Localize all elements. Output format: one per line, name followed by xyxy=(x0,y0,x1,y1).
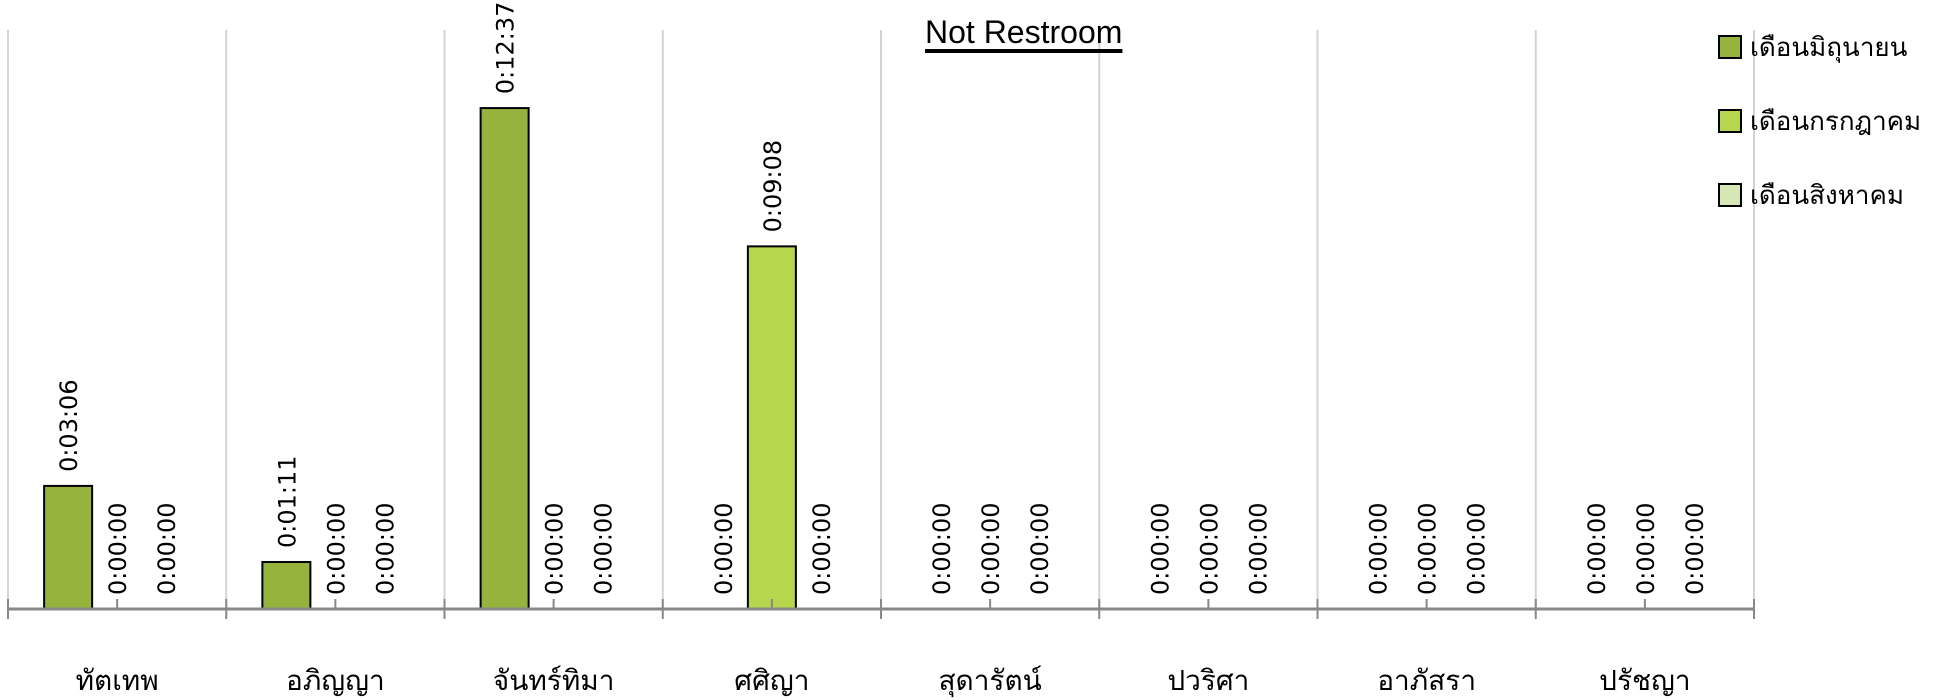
data-label: 0:12:37 xyxy=(492,2,520,95)
bar xyxy=(746,245,797,610)
bar xyxy=(261,561,312,611)
category-label: จันทร์ทิมา xyxy=(493,664,615,697)
data-label: 0:00:00 xyxy=(1195,502,1223,595)
data-label: 0:03:06 xyxy=(55,379,83,472)
category-label: อาภัสรา xyxy=(1377,664,1476,697)
data-label: 0:00:00 xyxy=(710,502,738,595)
data-label: 0:00:00 xyxy=(1583,502,1611,595)
data-label: 0:00:00 xyxy=(1365,502,1393,595)
legend-item-july: เดือนกรกฎาคม xyxy=(1718,84,1921,158)
data-label: 0:09:08 xyxy=(759,140,787,233)
data-label: 0:00:00 xyxy=(1026,502,1054,595)
data-label: 0:00:00 xyxy=(1632,502,1660,595)
chart-legend: เดือนมิถุนายน เดือนกรกฎาคม เดือนสิงหาคม xyxy=(1718,10,1921,232)
data-label: 0:00:00 xyxy=(153,502,181,595)
category-label: ปรัชญา xyxy=(1599,664,1690,697)
data-label: 0:00:00 xyxy=(808,502,836,595)
legend-swatch-june xyxy=(1718,35,1742,59)
data-label: 0:00:00 xyxy=(1681,502,1709,595)
data-label: 0:00:00 xyxy=(928,502,956,595)
data-label: 0:00:00 xyxy=(371,502,399,595)
category-label: ปวริศา xyxy=(1167,664,1249,697)
data-label: 0:00:00 xyxy=(322,502,350,595)
data-label: 0:01:11 xyxy=(273,455,301,548)
legend-label: เดือนสิงหาคม xyxy=(1750,180,1904,211)
data-label: 0:00:00 xyxy=(977,502,1005,595)
legend-label: เดือนมิถุนายน xyxy=(1750,32,1908,63)
data-label: 0:00:00 xyxy=(1244,502,1272,595)
data-label: 0:00:00 xyxy=(541,502,569,595)
category-label: อภิญญา xyxy=(286,664,385,697)
category-label: ศศิญา xyxy=(734,664,809,697)
category-label: ทัตเทพ xyxy=(76,664,159,697)
data-label: 0:00:00 xyxy=(1146,502,1174,595)
data-label: 0:00:00 xyxy=(1463,502,1491,595)
data-label: 0:00:00 xyxy=(104,502,132,595)
legend-item-august: เดือนสิงหาคม xyxy=(1718,158,1921,232)
bar xyxy=(479,107,530,611)
legend-swatch-july xyxy=(1718,109,1742,133)
bar xyxy=(43,484,94,610)
legend-label: เดือนกรกฎาคม xyxy=(1750,106,1922,137)
legend-item-june: เดือนมิถุนายน xyxy=(1718,10,1921,84)
data-label: 0:00:00 xyxy=(1414,502,1442,595)
data-label: 0:00:00 xyxy=(590,502,618,595)
chart-title: Not Restroom xyxy=(925,14,1123,50)
legend-swatch-august xyxy=(1718,183,1742,207)
category-label: สุดารัตน์ xyxy=(938,664,1042,698)
